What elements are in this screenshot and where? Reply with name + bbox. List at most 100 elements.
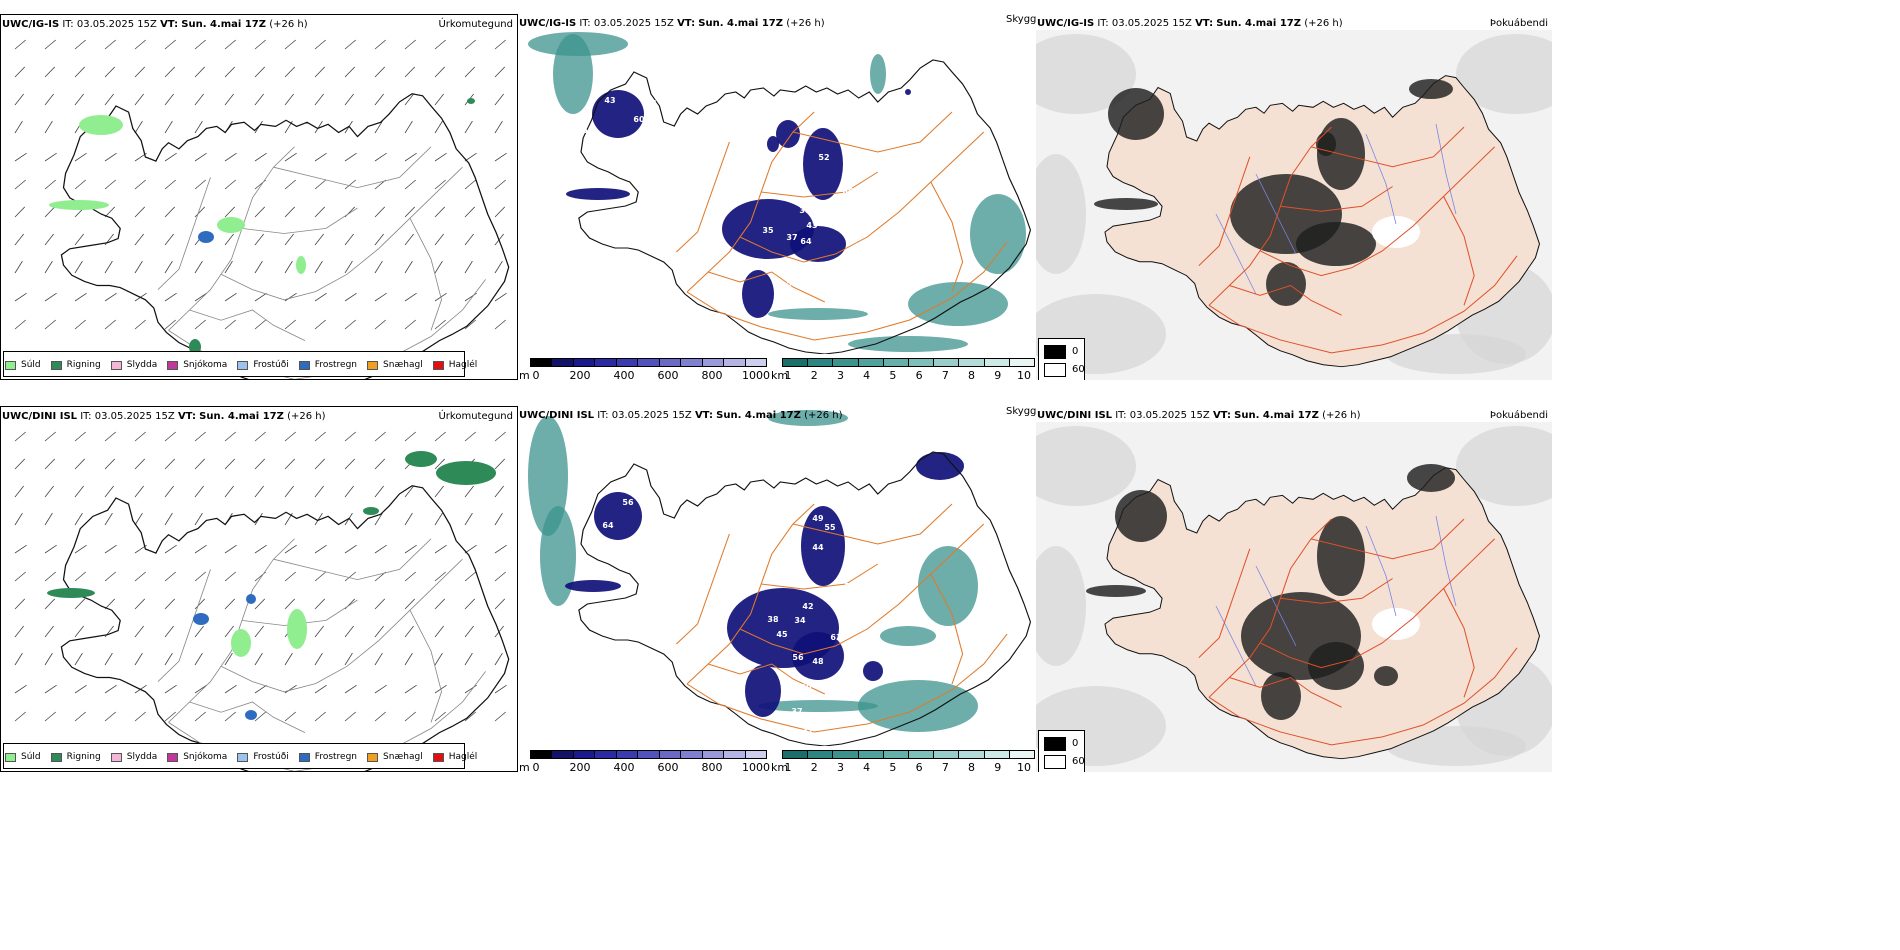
legend-swatch [110, 360, 122, 370]
wind-barb [404, 512, 413, 526]
wind-barb [254, 206, 266, 218]
visibility-value-label: 64 [800, 237, 812, 246]
legend-swatch [432, 752, 444, 762]
wind-barb [44, 260, 53, 274]
wind-barb [14, 544, 27, 554]
fog-legend-label: 60 [1072, 756, 1085, 767]
wind-barb [74, 179, 86, 190]
wind-barb [14, 598, 26, 610]
wind-barb [104, 458, 116, 470]
panel-header: UWC/IG-IS IT: 03.05.2025 15Z VT: Sun. 4.… [1037, 18, 1343, 29]
legend-item: Frostregn [298, 360, 357, 370]
wind-barb [224, 652, 233, 666]
wind-barb [74, 66, 86, 78]
wind-barb [14, 571, 26, 582]
wind-barb [284, 711, 296, 722]
legend-item: Slydda [110, 360, 157, 370]
wind-barb [344, 292, 357, 302]
wind-barb [74, 571, 86, 582]
roads [1198, 126, 1518, 354]
legend-item: Snæhagl [367, 752, 423, 762]
colorbar-segment [958, 750, 985, 759]
legend-swatch [432, 360, 444, 370]
wind-barb [134, 233, 144, 246]
road-line [708, 271, 826, 303]
wind-barb [104, 684, 117, 694]
colorbar-tick-label: 1 [784, 761, 792, 772]
colorbar-segment [1008, 750, 1035, 759]
wind-barb [434, 625, 444, 638]
wind-barb [44, 39, 56, 50]
wind-barb [134, 598, 146, 610]
wind-barb [14, 684, 27, 694]
wind-barb [134, 625, 144, 638]
colorbar-segment [983, 358, 1010, 367]
wind-barb [404, 571, 416, 582]
wind-barb [254, 431, 266, 442]
wind-barb [134, 711, 146, 722]
wind-barb [464, 485, 474, 498]
fog-dark-area [1374, 666, 1398, 686]
wind-barb [104, 571, 116, 582]
wind-barb [434, 512, 443, 526]
wind-barb [344, 66, 356, 78]
wind-barb [164, 571, 176, 582]
legend-swatch [298, 752, 310, 762]
wind-barb [254, 319, 266, 330]
wind-barb [494, 260, 503, 274]
fog-legend-label: 60 [1072, 364, 1085, 375]
wind-barb [194, 711, 206, 722]
road-line [1280, 578, 1393, 604]
road-line [189, 701, 306, 733]
legend-label: Súld [21, 360, 41, 370]
wind-barb [104, 206, 116, 218]
visibility-value-label: 37 [791, 707, 802, 716]
road-line [1208, 647, 1518, 746]
wind-barb [14, 319, 26, 330]
visibility-areas [528, 410, 978, 732]
wind-barb [104, 179, 116, 190]
visibility-value-label: 43 [604, 96, 615, 105]
wind-barb [104, 512, 113, 526]
wind-barb [14, 485, 24, 498]
wind-barb [404, 319, 416, 330]
wind-barb [494, 206, 506, 218]
visibility-value-label: 56 [622, 498, 634, 507]
wind-barb [254, 544, 267, 554]
wind-barb [374, 652, 383, 666]
low-visibility-area [540, 506, 576, 606]
road-line [1198, 548, 1251, 659]
colorbar-segment [594, 358, 617, 367]
wind-barb [404, 485, 414, 498]
panel-header: UWC/IG-IS IT: 03.05.2025 15Z VT: Sun. 4.… [519, 18, 825, 29]
wind-barb [374, 206, 386, 218]
wind-barb [164, 233, 174, 246]
wind-barb [314, 652, 323, 666]
wind-barb [74, 319, 86, 330]
legend-item: Slydda [110, 752, 157, 762]
road-line [1310, 126, 1465, 168]
wind-barb [284, 66, 296, 78]
precip-areas [49, 98, 475, 355]
visibility-value-label: 48 [812, 657, 824, 666]
wind-barb [434, 571, 446, 582]
wind-barb [164, 66, 176, 78]
fog-map [1036, 422, 1552, 772]
visibility-value-label: 56 [824, 212, 836, 221]
low-visibility-area [553, 34, 593, 114]
road-line [1443, 588, 1475, 698]
low-visibility-area [870, 54, 886, 94]
low-visibility-area [848, 336, 968, 352]
colorbar-segment [723, 750, 746, 759]
wind-barb [254, 485, 264, 498]
colorbar-unit: m [519, 761, 530, 772]
colorbar-tick-label: 4 [863, 369, 871, 380]
wind-barb [194, 260, 203, 274]
wind-barb [344, 684, 357, 694]
road-line [1259, 538, 1495, 669]
wind-barb [434, 485, 444, 498]
colorbar-segment [615, 750, 639, 759]
fog-dark-area [1094, 198, 1158, 210]
wind-barb [404, 711, 416, 722]
wind-barb [404, 292, 417, 302]
